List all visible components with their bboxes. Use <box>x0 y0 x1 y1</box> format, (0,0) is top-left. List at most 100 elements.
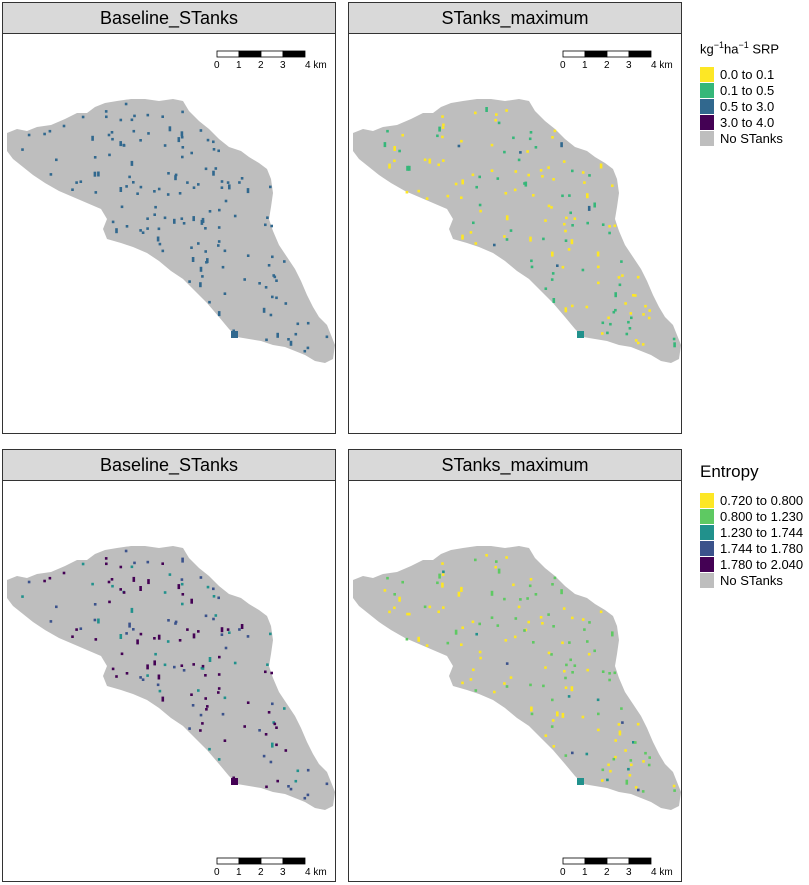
stank-cell <box>637 341 640 345</box>
panel-title: Baseline_STanks <box>3 450 335 481</box>
stank-cell <box>636 275 640 279</box>
watershed-area <box>353 99 681 363</box>
panel-title: Baseline_STanks <box>3 3 335 34</box>
stank-cell <box>173 218 176 224</box>
stank-cell <box>551 272 555 275</box>
stank-cell <box>528 137 532 141</box>
stank-cell <box>457 144 461 148</box>
stank-cell <box>586 640 589 643</box>
stank-cell <box>221 712 225 716</box>
stank-cell <box>289 340 293 346</box>
stank-cell <box>223 292 227 295</box>
stank-cell <box>119 118 123 122</box>
stank-cell <box>43 579 46 583</box>
stank-cell <box>571 169 574 173</box>
scale-bar: 0 1 2 3 4 km <box>560 857 673 878</box>
stank-cell <box>519 151 522 154</box>
stank-cell <box>599 610 603 614</box>
scale-bar-label: 1 <box>582 60 588 71</box>
stank-cell <box>163 216 167 220</box>
stank-cell <box>174 175 177 181</box>
stank-cell <box>192 633 196 639</box>
stank-cell <box>630 316 633 320</box>
stank-cell <box>509 229 513 232</box>
stank-cell <box>386 576 389 580</box>
stank-cell <box>474 558 477 562</box>
legend-label: 1.230 to 1.744 <box>720 524 804 540</box>
legend-swatch <box>700 66 714 82</box>
stank-cell <box>571 751 574 755</box>
stank-cell <box>246 635 250 638</box>
stank-cell <box>306 793 310 797</box>
stank-cell <box>199 282 202 288</box>
scale-bar-segment <box>260 857 284 865</box>
stank-cell <box>119 565 123 569</box>
stank-cell <box>672 337 676 341</box>
stank-cell <box>475 185 478 189</box>
stank-cell <box>597 281 600 285</box>
stank-cell <box>272 721 275 724</box>
scale-bar-segment <box>216 50 240 58</box>
scale-bar: 0 1 2 3 4 km <box>214 857 327 878</box>
stank-cell <box>273 275 277 279</box>
stank-cell <box>276 779 279 783</box>
stank-cell <box>527 173 530 177</box>
stank-cell <box>571 671 574 674</box>
stank-cell <box>512 583 515 587</box>
scale-bar-label: 2 <box>604 60 610 71</box>
stank-cell <box>442 606 445 609</box>
stank-cell <box>599 163 603 169</box>
scale-bar-segment <box>282 50 306 58</box>
stank-cell <box>539 616 543 619</box>
stank-cell <box>630 763 633 767</box>
stank-cell <box>269 313 273 317</box>
stank-cell <box>505 109 508 112</box>
stank-cell <box>581 618 585 621</box>
stank-cell <box>478 203 482 207</box>
stank-cell <box>503 235 506 238</box>
map-svg: 0 1 2 3 4 km <box>353 50 681 363</box>
stank-cell <box>206 705 209 708</box>
stank-cell <box>147 132 150 135</box>
stank-cell <box>132 628 135 631</box>
stank-cell <box>119 588 122 591</box>
stank-cell <box>212 140 215 144</box>
stank-cell <box>423 158 427 162</box>
stank-cell <box>627 767 630 771</box>
stank-cell <box>217 244 220 247</box>
stank-cell <box>621 721 624 724</box>
stank-cell <box>273 722 277 726</box>
stank-cell <box>163 663 167 667</box>
stank-cell <box>190 246 193 249</box>
stank-cell <box>201 217 205 223</box>
stank-cell <box>130 118 134 122</box>
legend-item: No STanks <box>700 572 803 588</box>
stank-cell <box>289 787 293 791</box>
stank-cell <box>139 586 142 591</box>
stank-cell <box>27 133 31 137</box>
stank-cell <box>567 248 571 251</box>
stank-cell <box>556 264 559 267</box>
stank-cell <box>79 180 83 183</box>
stank-cell <box>612 310 616 314</box>
outlet-cluster <box>577 778 584 785</box>
stank-cell <box>208 300 211 304</box>
stank-cell <box>107 133 111 137</box>
stank-cell <box>544 666 547 669</box>
unit-srp: SRP <box>748 41 780 57</box>
stank-cell <box>383 142 387 148</box>
stank-cell <box>609 769 612 773</box>
stank-cell <box>105 115 108 119</box>
stank-cell <box>206 138 210 142</box>
stank-cell <box>128 622 131 628</box>
stank-cell <box>264 733 268 736</box>
stank-cell <box>509 676 513 679</box>
stank-cell <box>132 576 136 582</box>
legend-item: 1.780 to 2.040 <box>700 556 803 572</box>
stank-cell <box>485 107 488 112</box>
stank-cell <box>386 129 389 133</box>
stank-cell <box>266 216 269 219</box>
stank-cell <box>441 115 444 118</box>
stank-cell <box>401 133 404 137</box>
stank-cell <box>550 653 553 656</box>
